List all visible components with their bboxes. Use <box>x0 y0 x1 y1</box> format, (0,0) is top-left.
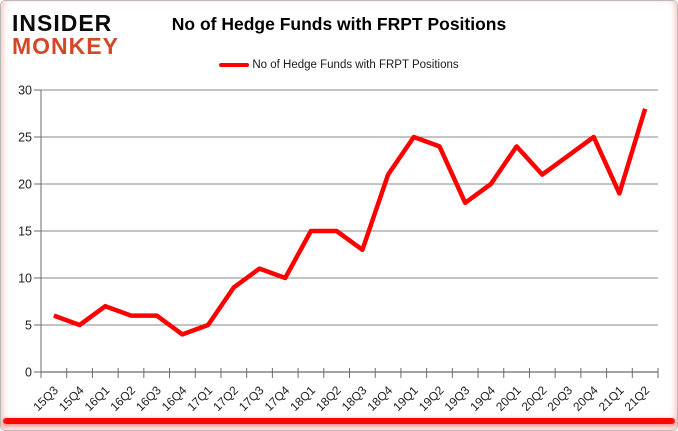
x-tick-label: 16Q2 <box>107 383 138 414</box>
x-tick-label: 19Q2 <box>416 383 447 414</box>
data-series-line <box>53 108 648 337</box>
legend-line-swatch <box>219 63 250 67</box>
x-tick-label: 20Q1 <box>493 383 524 414</box>
x-tick-label: 17Q2 <box>210 383 241 414</box>
x-tick-label: 16Q3 <box>133 383 164 414</box>
y-tick-label: 15 <box>18 225 32 239</box>
y-tick-label: 10 <box>18 272 32 286</box>
x-tick-label: 18Q1 <box>287 383 318 414</box>
chart-title: No of Hedge Funds with FRPT Positions <box>171 14 507 34</box>
x-tick-label: 20Q4 <box>570 383 601 414</box>
x-tick-label: 18Q2 <box>313 383 344 414</box>
x-tick-label: 19Q4 <box>467 383 498 414</box>
y-tick-label: 5 <box>25 319 32 333</box>
x-tick-label: 15Q3 <box>30 383 61 414</box>
chart-legend: No of Hedge Funds with FRPT Positions <box>1 59 677 71</box>
y-tick-label: 25 <box>18 131 32 145</box>
y-tick-label: 20 <box>18 178 32 192</box>
x-tick-label: 18Q4 <box>365 383 396 414</box>
x-tick-label: 17Q1 <box>185 383 216 414</box>
x-tick-label: 16Q4 <box>159 383 190 414</box>
logo-text-monkey: MONKEY <box>12 33 119 59</box>
x-tick-label: 19Q3 <box>442 383 473 414</box>
x-tick-label: 18Q3 <box>339 383 370 414</box>
x-tick-label: 16Q1 <box>82 383 113 414</box>
x-tick-label: 15Q4 <box>56 383 87 414</box>
x-tick-label: 21Q2 <box>622 383 653 414</box>
y-tick-label: 30 <box>18 84 32 98</box>
bottom-accent-bar <box>3 418 675 424</box>
logo-text-insider: INSIDER <box>12 10 113 36</box>
x-tick-label: 21Q1 <box>596 383 627 414</box>
x-tick-label: 20Q3 <box>544 383 575 414</box>
insider-monkey-logo: INSIDER MONKEY <box>12 12 119 58</box>
x-tick-label: 19Q1 <box>390 383 421 414</box>
x-tick-label: 17Q4 <box>262 383 293 414</box>
y-tick-label: 0 <box>25 366 32 380</box>
x-tick-label: 20Q2 <box>519 383 550 414</box>
legend-label: No of Hedge Funds with FRPT Positions <box>252 59 459 71</box>
x-tick-label: 17Q3 <box>236 383 267 414</box>
